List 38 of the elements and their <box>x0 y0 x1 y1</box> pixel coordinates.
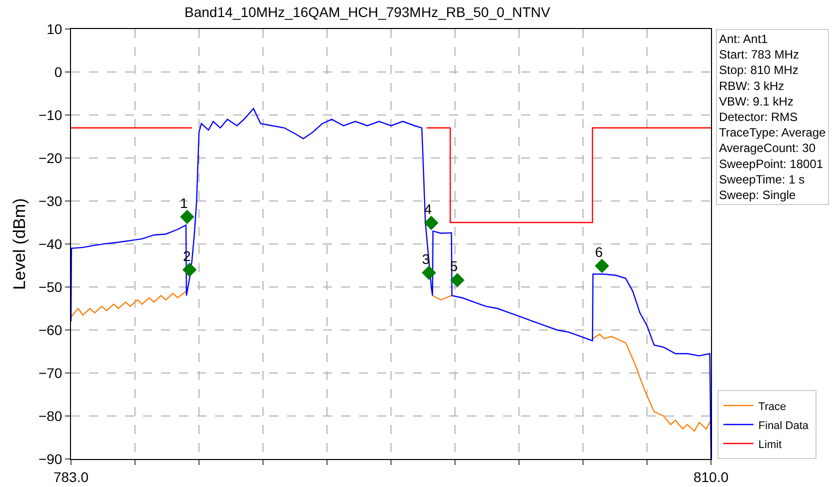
y-tick-label: 10 <box>46 20 62 37</box>
x-tick-label: 810.0 <box>693 468 729 485</box>
line-series <box>71 108 711 459</box>
legend-label: Limit <box>758 438 782 451</box>
y-axis-title: Level (dBm) <box>10 198 29 290</box>
text: SweepTime: 1 s <box>719 172 805 186</box>
y-tick-label: −90 <box>38 450 62 467</box>
y-tick-label: −70 <box>38 364 62 381</box>
legend-label: Trace <box>758 400 786 413</box>
legend-label: Final Data <box>758 420 810 432</box>
y-tick-label: −50 <box>38 278 62 295</box>
point <box>422 266 436 280</box>
text: AverageCount: 30 <box>719 141 816 156</box>
point <box>450 272 465 288</box>
annotation: 6 <box>595 244 603 260</box>
point <box>180 210 194 224</box>
text: Stop: 810 MHz <box>719 63 798 78</box>
text: Sweep: Single <box>719 188 796 202</box>
text: Start: 783 MHz <box>719 48 800 62</box>
annotation: 1 <box>180 195 188 211</box>
x-tick-label: 783.0 <box>53 468 89 485</box>
point <box>182 262 197 277</box>
chart-title: Band14_10MHz_16QAM_HCH_793MHz_RB_50_0_NTNV <box>184 4 551 20</box>
y-tick-label: −30 <box>38 192 62 209</box>
text: SweepPoint: 18001 <box>719 156 824 171</box>
y-tick-label: −40 <box>38 236 62 252</box>
text: VBW: 9.1 kHz <box>719 94 794 108</box>
text: Detector: RMS <box>719 110 798 124</box>
point <box>594 258 610 274</box>
y-tick-label: −20 <box>38 150 62 166</box>
y-tick-label: −60 <box>38 322 62 338</box>
text: Ant: Ant1 <box>719 32 768 46</box>
y-tick-label: −10 <box>38 106 62 123</box>
text: RBW: 3 kHz <box>719 78 784 93</box>
text: TraceType: Average <box>719 126 826 140</box>
y-tick-label: −80 <box>38 408 62 424</box>
y-tick-label: 0 <box>54 64 62 80</box>
point <box>424 216 438 230</box>
